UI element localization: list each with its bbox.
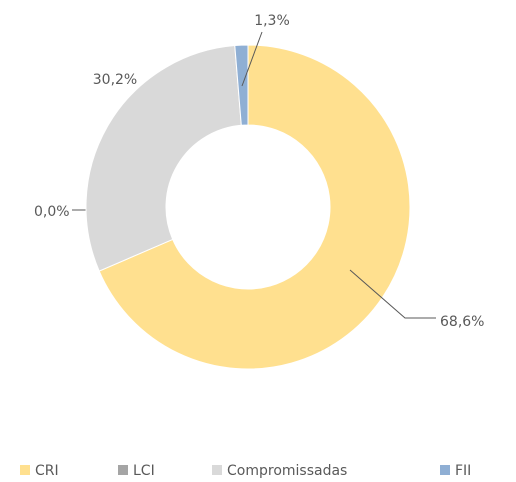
leader-line xyxy=(241,31,263,87)
data-label: 68,6% xyxy=(440,314,484,330)
legend-swatch xyxy=(20,465,30,475)
donut-slice xyxy=(98,44,411,370)
legend-label: FII xyxy=(455,463,471,479)
data-label: 1,3% xyxy=(254,13,290,29)
data-label: 0,0% xyxy=(34,204,70,220)
data-label: 30,2% xyxy=(93,72,137,88)
donut-slice xyxy=(234,44,249,126)
legend-label: LCI xyxy=(133,463,155,479)
donut-slice xyxy=(85,44,242,272)
legend-label: CRI xyxy=(35,463,59,479)
leader-line xyxy=(349,269,436,319)
legend-label: Compromissadas xyxy=(227,463,347,479)
legend-swatch xyxy=(212,465,222,475)
legend-swatch xyxy=(118,465,128,475)
legend-swatch xyxy=(440,465,450,475)
